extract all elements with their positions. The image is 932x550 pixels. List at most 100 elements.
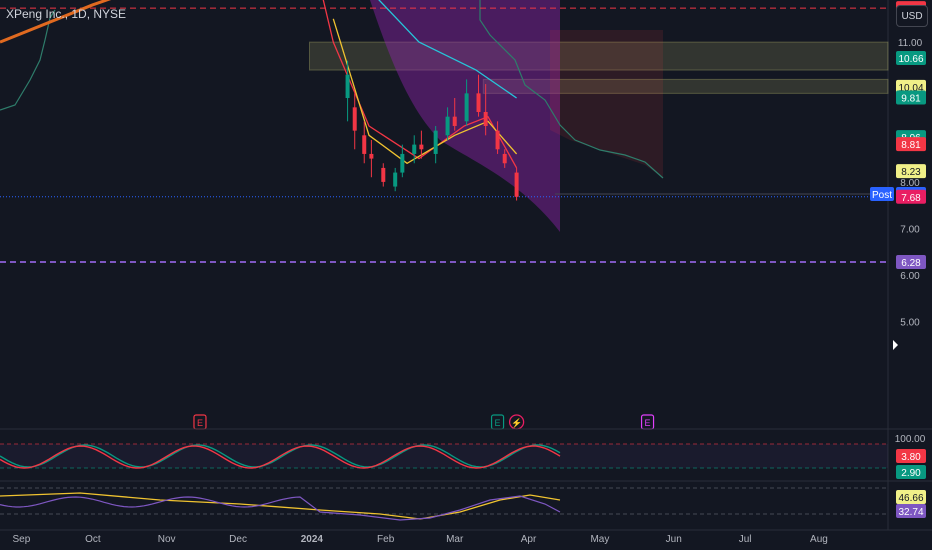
candle: [483, 84, 488, 136]
candle: [419, 130, 424, 159]
osc2-badge-label: 46.66: [898, 493, 923, 504]
price-badge: 6.28: [896, 255, 926, 270]
candle-body: [495, 130, 500, 150]
candle: [352, 93, 357, 150]
time-axis-label: May: [590, 534, 609, 545]
zone-1: [482, 78, 889, 94]
candle-body: [483, 112, 488, 126]
trail-line-left: [0, 9, 56, 111]
osc2-badge-bg: [896, 490, 926, 504]
candle-body: [464, 93, 469, 122]
price-badge-bg: [896, 164, 926, 179]
candle: [362, 121, 367, 164]
candle: [464, 79, 469, 126]
candle: [433, 125, 438, 164]
price-badge-bg: [896, 255, 926, 270]
candle-body: [400, 153, 405, 173]
candle: [393, 167, 398, 192]
osc1-band: [0, 444, 888, 468]
candle: [476, 74, 481, 117]
post-badge-bg: [870, 187, 894, 202]
ma-line-3: [378, 0, 517, 99]
post-badge-label: Post: [872, 190, 892, 201]
osc1-line-d: [0, 445, 561, 469]
time-axis-label: Sep: [13, 534, 31, 545]
time-axis-label: Aug: [810, 534, 828, 545]
osc1-badge-bg: [896, 449, 926, 463]
earnings-marker-label: E: [645, 418, 651, 428]
price-badge-label: 6.28: [901, 258, 921, 269]
price-badge: 8.23: [896, 164, 926, 179]
osc1-line-k: [0, 444, 561, 468]
scale-arrow-icon: [893, 340, 898, 350]
earnings-marker-label: E: [495, 418, 501, 428]
price-badge-label: 10.66: [898, 54, 923, 65]
osc1-badge: 2.90: [896, 465, 926, 479]
osc2-badge: 46.66: [896, 490, 926, 504]
time-axis-label: Nov: [158, 534, 176, 545]
time-axis-label: 2024: [301, 534, 324, 545]
earnings-marker-label: E: [197, 418, 203, 428]
candle-body: [369, 153, 374, 159]
osc2-badge-label: 32.74: [898, 507, 923, 518]
price-tick-label: 6.00: [900, 271, 920, 282]
osc1-tick-label: 100.00: [895, 434, 926, 445]
candle: [502, 149, 507, 168]
candle-body: [476, 93, 481, 112]
candle: [345, 60, 350, 122]
candle-body: [445, 116, 450, 136]
candle: [445, 107, 450, 140]
price-badge-label: 9.81: [901, 94, 921, 105]
candle-body: [433, 130, 438, 154]
price-badge-bg: [896, 137, 926, 152]
trail-line: [479, 0, 664, 179]
time-axis-label: Oct: [85, 534, 101, 545]
candle-body: [352, 107, 357, 131]
time-axis-label: Jul: [739, 534, 752, 545]
candle-body: [412, 144, 417, 154]
price-badge-label: 8.81: [901, 140, 921, 151]
candle: [381, 163, 386, 187]
price-tick-label: 7.00: [900, 225, 920, 236]
candle-body: [502, 153, 507, 164]
time-axis-label: Jun: [666, 534, 682, 545]
candle: [369, 139, 374, 178]
price-tick-label: 11.00: [898, 38, 923, 49]
candle-body: [514, 172, 519, 197]
ma-line-1: [322, 0, 518, 169]
price-badge: 10.04: [896, 79, 926, 94]
osc1-badge-bg: [896, 465, 926, 479]
price-tick-label: 8.00: [900, 178, 920, 189]
price-badge-bg: [896, 50, 926, 65]
osc1-badge-label: 2.90: [901, 468, 921, 479]
price-badge: 8.81: [896, 137, 926, 152]
candle: [400, 144, 405, 178]
zone-0: [308, 41, 889, 71]
ma-line-0: [0, 0, 112, 44]
candle-body: [452, 116, 457, 126]
osc2-line: [0, 495, 561, 521]
price-badge: 10.66: [896, 50, 926, 65]
osc2-badge-bg: [896, 504, 926, 518]
price-badge-label: 7.68: [901, 193, 921, 204]
osc2-signal: [0, 492, 561, 520]
candle: [514, 167, 519, 201]
price-badge-bg: [896, 189, 926, 204]
earnings-marker: ⚡: [508, 414, 525, 430]
currency-button[interactable]: USD: [896, 5, 928, 27]
candle-body: [419, 144, 424, 150]
earnings-marker-label: ⚡: [511, 417, 522, 429]
candle-body: [345, 74, 350, 99]
price-badge-label: 8.23: [901, 167, 921, 178]
price-tick-label: 5.00: [900, 318, 920, 329]
candle-body: [393, 172, 398, 187]
candle: [495, 121, 500, 154]
osc2-badge: 32.74: [896, 504, 926, 518]
candle-body: [381, 167, 386, 182]
price-badge-bg: [896, 79, 926, 94]
candle: [452, 98, 457, 131]
candle-body: [362, 135, 367, 154]
price-badge-bg: [896, 90, 926, 105]
